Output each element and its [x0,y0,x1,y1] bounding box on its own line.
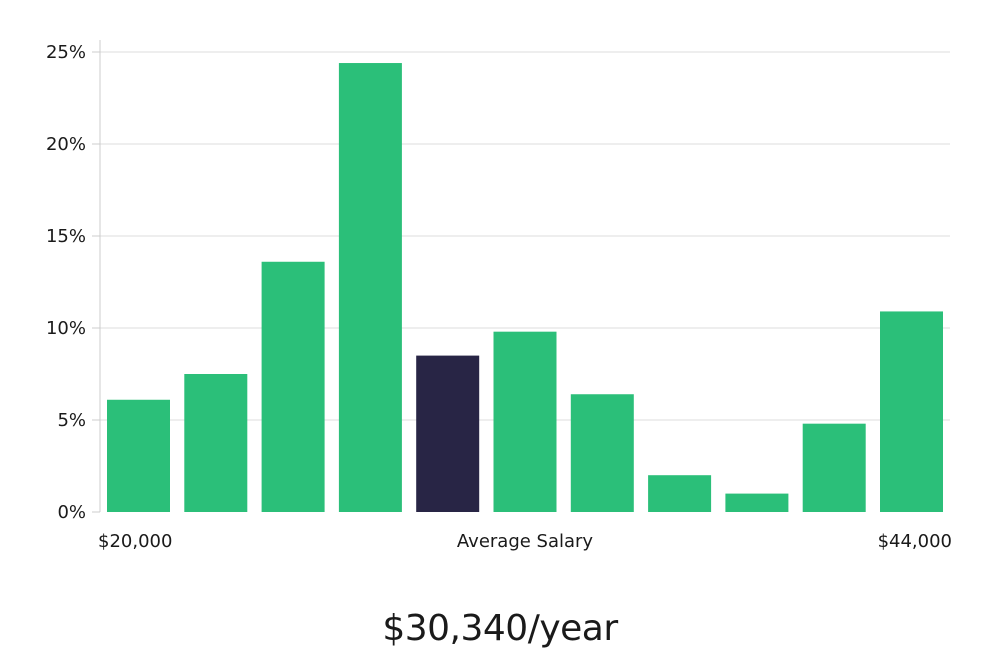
bar [725,493,789,512]
bar [880,311,943,512]
bars [107,63,943,512]
x-label-max: $44,000 [878,531,952,552]
bar [648,475,712,512]
y-axis-ticks: 0% 5% 10% 15% 20% 25% [46,42,100,523]
average-salary-value: $30,340/year [382,608,618,649]
x-label-average-salary: Average Salary [457,531,594,552]
x-label-min: $20,000 [98,531,172,552]
bar [570,394,634,512]
y-tick-label: 10% [46,318,86,339]
bar [338,63,402,512]
y-tick-label: 15% [46,226,86,247]
bar [493,331,557,512]
salary-distribution-chart: 0%5%10%15%20%25% $20,000 Average Salary … [46,40,952,552]
y-tick-label: 25% [46,42,86,63]
y-tick-label: 20% [46,134,86,155]
bar [107,399,170,512]
y-tick-label: 0% [57,502,86,523]
grid-lines [100,51,950,421]
bar-average-salary [416,355,480,512]
bar [184,374,248,512]
bar [261,261,325,512]
y-tick-label: 5% [57,410,86,431]
bar [802,423,866,512]
